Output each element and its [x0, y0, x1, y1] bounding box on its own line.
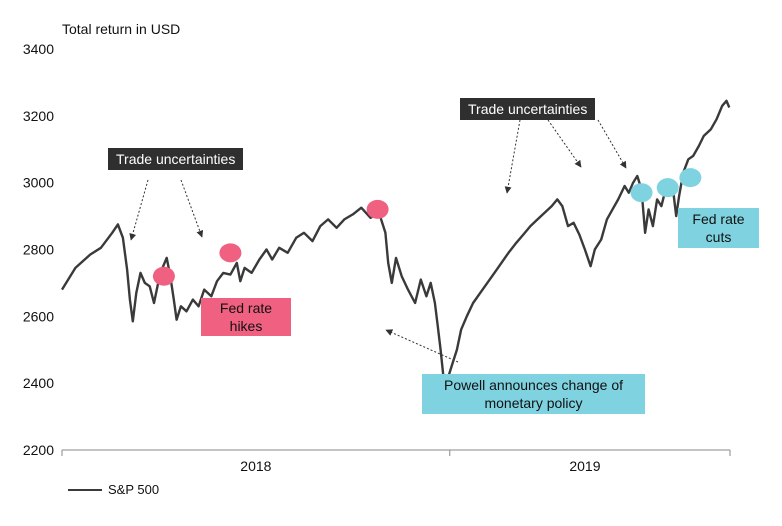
annotation-arrow	[597, 119, 627, 169]
y-tick-label: 2200	[23, 442, 54, 458]
annotation-arrow	[385, 329, 459, 363]
fed-rate-hike-marker	[152, 266, 175, 286]
fed-rate-hike-marker	[219, 243, 242, 263]
powell-annotation-label: Powell announces change of monetary poli…	[422, 374, 645, 414]
fed-rate-hike-marker	[366, 199, 389, 219]
fed-rate-cuts-line1: Fed rate	[692, 211, 745, 227]
y-tick-label: 2800	[23, 242, 54, 258]
y-tick-label: 2400	[23, 375, 54, 391]
x-tick-label: 2019	[569, 458, 600, 474]
legend-line-swatch	[68, 488, 102, 491]
fed-rate-hikes-label: Fed rate hikes	[201, 298, 291, 336]
fed-rate-cut-marker	[630, 183, 653, 203]
powell-line2: monetary policy	[484, 395, 583, 411]
annotation-arrow	[547, 119, 582, 168]
powell-line1: Powell announces change of	[443, 377, 624, 393]
annotation-arrow	[180, 179, 204, 238]
trade-uncertainties-right-label: Trade uncertainties	[460, 98, 596, 120]
fed-rate-cuts-line2: cuts	[705, 229, 732, 245]
y-axis-title: Total return in USD	[62, 21, 181, 37]
series-line-sp500	[60, 99, 731, 402]
fed-rate-cut-marker	[656, 178, 679, 198]
fed-rate-hikes-line1: Fed rate	[219, 300, 273, 316]
fed-rate-cuts-label: Fed rate cuts	[678, 208, 759, 248]
fed-rate-hikes-line2: hikes	[229, 318, 263, 334]
x-tick-label: 2018	[240, 458, 271, 474]
trade-uncertainties-left-label: Trade uncertainties	[108, 148, 244, 170]
annotation-arrow	[504, 119, 521, 194]
fed-rate-cut-marker	[679, 168, 702, 188]
legend-label: S&P 500	[108, 482, 160, 497]
annotation-arrow	[129, 179, 149, 241]
y-tick-label: 2600	[23, 308, 54, 324]
y-tick-label: 3400	[23, 41, 54, 57]
legend: S&P 500	[68, 482, 159, 497]
y-tick-label: 3200	[23, 108, 54, 124]
y-tick-label: 3000	[23, 175, 54, 191]
